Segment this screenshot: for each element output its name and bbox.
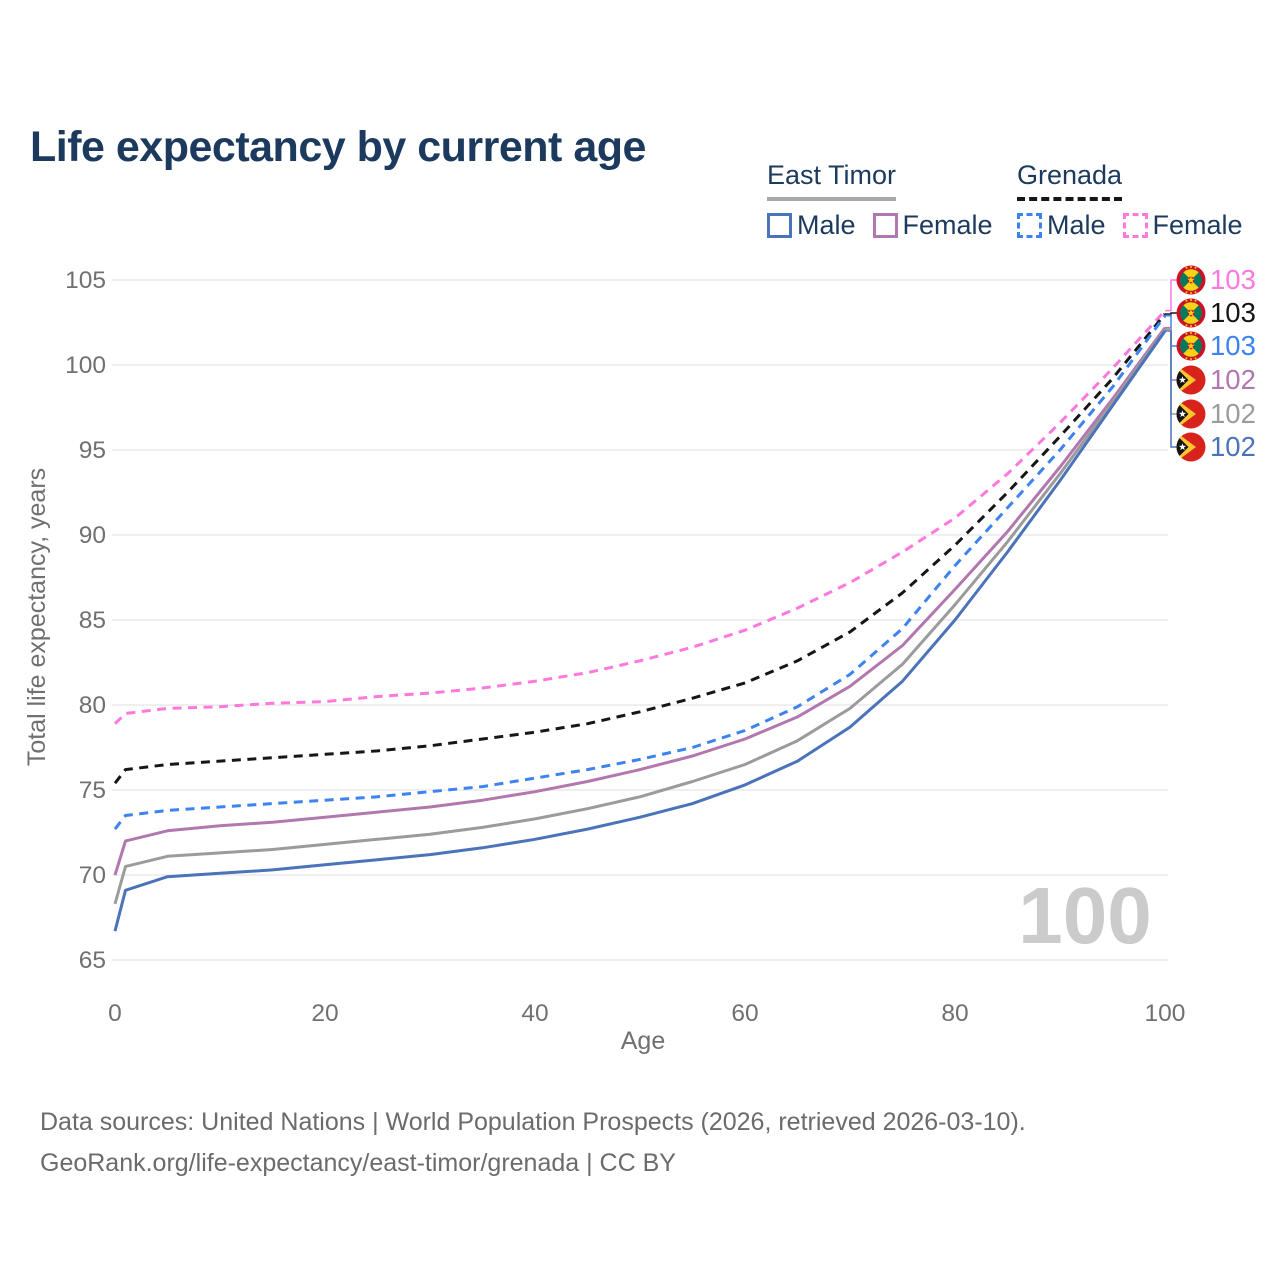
y-tick-label: 65 (79, 947, 106, 974)
end-label-leader (1165, 330, 1177, 448)
legend-item-grenada-female[interactable]: Female (1122, 210, 1243, 241)
legend-item-grenada-male[interactable]: Male (1017, 210, 1106, 241)
footer-data-sources: Data sources: United Nations | World Pop… (40, 1108, 1026, 1136)
end-label-leader (1165, 279, 1177, 312)
x-tick-label: 20 (311, 1000, 338, 1027)
east-timor-male-swatch-icon (767, 213, 792, 238)
legend-item-east-timor-male[interactable]: Male (767, 210, 856, 241)
footer-url-license: GeoRank.org/life-expectancy/east-timor/g… (40, 1149, 676, 1177)
series-line-grenada-female (113, 309, 1167, 725)
x-tick-label: 80 (941, 1000, 968, 1027)
east-timor-flag-icon (1177, 400, 1206, 429)
end-value-label-east-timor-male: 102 (1210, 431, 1256, 462)
end-value-label-grenada-female: 103 (1210, 264, 1256, 295)
y-tick-label: 95 (79, 437, 106, 464)
legend-item-label: Male (1047, 210, 1106, 240)
series-line-east-timor-female (113, 326, 1167, 876)
x-tick-label: 60 (731, 1000, 758, 1027)
y-tick-label: 85 (79, 607, 106, 634)
legend-country-grenada[interactable]: Grenada (1017, 160, 1123, 201)
end-value-label-east-timor-both-sexes: 102 (1210, 398, 1256, 429)
y-axis-title: Total life expectancy, years (23, 468, 51, 766)
series-line-grenada-both-sexes (113, 313, 1167, 785)
x-tick-label: 40 (521, 1000, 548, 1027)
legend-group-east-timor: East Timor Male Female (767, 160, 993, 241)
x-axis-title: Age (621, 1027, 665, 1055)
legend-item-label: Female (902, 210, 993, 240)
grid-layer (112, 279, 1168, 961)
end-value-label-grenada-male: 103 (1210, 330, 1256, 361)
x-tick-label: 0 (108, 1000, 122, 1027)
y-tick-label: 90 (79, 522, 106, 549)
legend-item-label: Female (1152, 210, 1243, 240)
y-tick-label: 70 (79, 862, 106, 889)
watermark-age-counter: 100 (1018, 871, 1151, 960)
east-timor-flag-icon (1177, 366, 1206, 395)
end-label-leader (1165, 312, 1177, 315)
watermark-layer: 100 (1018, 871, 1151, 960)
y-tick-label: 105 (65, 267, 106, 294)
east-timor-female-swatch-icon (872, 213, 898, 238)
page-title: Life expectancy by current age (30, 122, 646, 171)
grenada-male-swatch-icon (1017, 213, 1042, 238)
legend-country-east-timor[interactable]: East Timor (767, 160, 897, 201)
end-value-label-east-timor-female: 102 (1210, 364, 1256, 395)
grenada-flag-icon (1177, 299, 1206, 328)
grenada-flag-icon (1177, 332, 1206, 361)
legend-item-label: Male (797, 210, 856, 240)
x-tick-label: 100 (1145, 1000, 1186, 1027)
footer: Data sources: United Nations | World Pop… (40, 1102, 1026, 1184)
axis-layer: 65 70 75 80 85 90 95 100 105 0 20 40 60 80 100 Age Total… (23, 267, 1185, 1055)
legend-item-east-timor-female[interactable]: Female (872, 210, 993, 241)
series-layer (113, 309, 1167, 932)
east-timor-flag-icon (1177, 433, 1206, 462)
grenada-female-swatch-icon (1122, 213, 1148, 238)
grenada-flag-icon (1177, 266, 1206, 295)
legend-group-grenada: Grenada Male Female (1017, 160, 1243, 241)
series-line-east-timor-both-sexes (113, 328, 1167, 905)
series-line-east-timor-male (113, 330, 1167, 932)
series-line-grenada-male (113, 314, 1167, 831)
y-tick-label: 100 (65, 352, 106, 379)
end-value-label-grenada-both-sexes: 103 (1210, 297, 1256, 328)
y-tick-label: 75 (79, 777, 106, 804)
y-tick-label: 80 (79, 692, 106, 719)
